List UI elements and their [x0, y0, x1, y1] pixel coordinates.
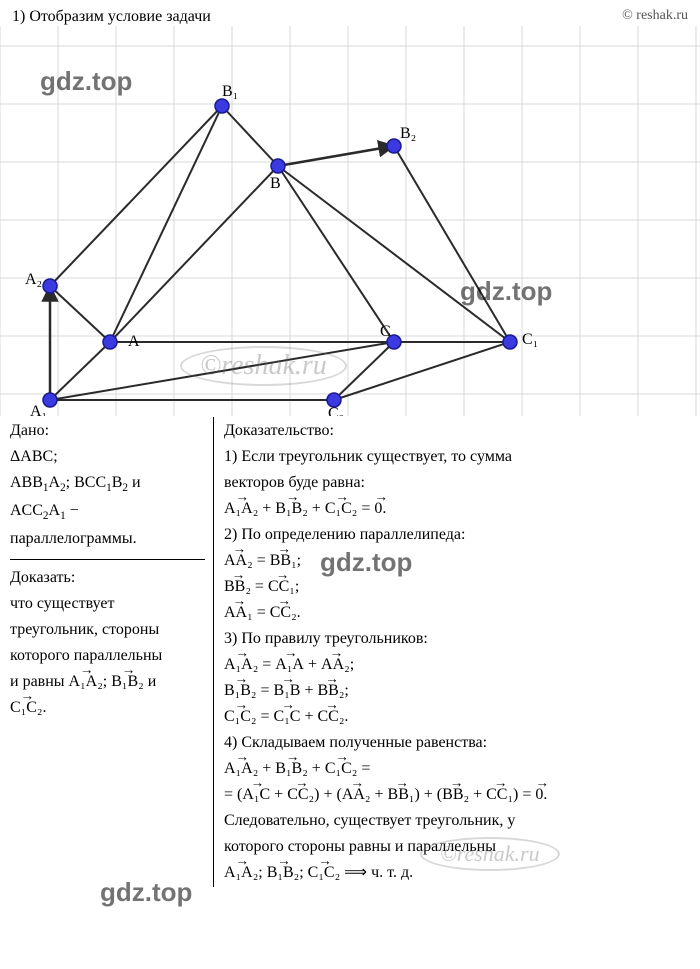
proof-table: Дано: ΔABC; ABB1A2; BCC1B2 и ACC2A1 − па…: [0, 416, 700, 887]
svg-text:A₂: A₂: [25, 271, 42, 288]
svg-text:C₂: C₂: [328, 405, 344, 416]
header-row: 1) Отобразим условие задачи © reshak.ru: [0, 0, 700, 26]
right-column: Доказательство: 1) Если треугольник суще…: [213, 417, 690, 887]
given-title: Дано:: [10, 419, 205, 443]
prove-l3: которого параллельны: [10, 644, 205, 668]
given-l3: ACC2A1 −: [10, 499, 205, 525]
svg-text:B₂: B₂: [400, 125, 416, 142]
proof-s5: Следовательно, существует треугольник, у: [224, 809, 690, 833]
svg-text:B₁: B₁: [222, 83, 238, 100]
given-l2: ABB1A2; BCC1B2 и: [10, 471, 205, 497]
svg-text:C₁: C₁: [522, 331, 538, 348]
proof-s2c: AA₁ = CC₂.: [224, 601, 690, 625]
proof-s1: 1) Если треугольник существует, то сумма: [224, 445, 690, 469]
proof-s3c: C₁C₂ = C₁C + CC₂.: [224, 705, 690, 729]
prove-l5: C₁C₂.: [10, 696, 205, 720]
svg-text:B: B: [270, 175, 281, 192]
step-title: 1) Отобразим условие задачи: [12, 8, 211, 26]
given-block: Дано: ΔABC; ABB1A2; BCC1B2 и ACC2A1 − па…: [10, 419, 205, 560]
proof-s1c: A₁A₂ + B₁B₂ + C₁C₂ = 0.: [224, 497, 690, 521]
geometry-diagram: ABCA₁A₂B₁B₂C₁C₂ gdz.top gdz.top ©reshak.…: [0, 26, 700, 416]
prove-l1: что существует: [10, 592, 205, 616]
prove-title: Доказать:: [10, 566, 205, 590]
prove-block: Доказать: что существует треугольник, ст…: [10, 566, 205, 720]
proof-s5c: A₁A₂; B₁B₂; C₁C₂ ⟹ ч. т. д.: [224, 861, 690, 885]
copyright-text: © reshak.ru: [622, 8, 688, 26]
proof-title: Доказательство:: [224, 419, 690, 443]
given-l4: параллелограммы.: [10, 527, 205, 551]
proof-s4b: = (A₁C + CC₂) + (AA₂ + BB₁) + (BB₂ + CC₁…: [224, 783, 690, 807]
left-column: Дано: ΔABC; ABB1A2; BCC1B2 и ACC2A1 − па…: [10, 417, 213, 887]
svg-text:C: C: [380, 323, 391, 340]
svg-text:A₁: A₁: [30, 403, 47, 416]
given-l1: ΔABC;: [10, 445, 205, 469]
diagram-svg: A B C A₁ A₂ B₁ B₂ C₁ C₂: [0, 26, 700, 416]
prove-l2: треугольник, стороны: [10, 618, 205, 642]
svg-text:A: A: [128, 333, 140, 350]
